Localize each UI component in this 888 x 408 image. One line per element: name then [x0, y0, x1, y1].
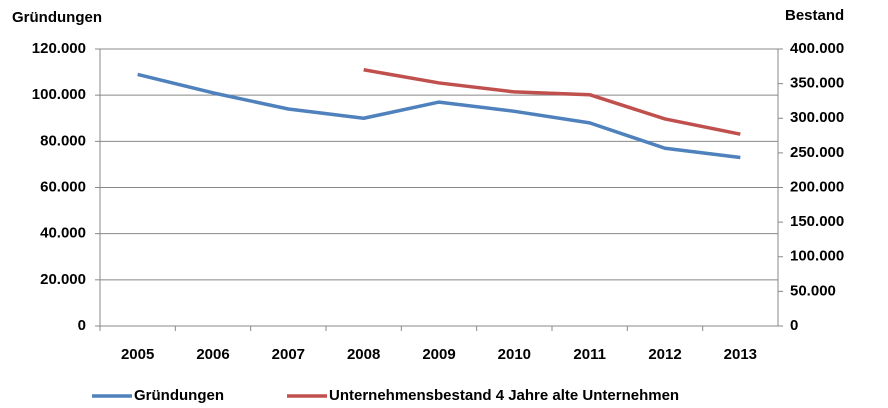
legend-label: Gründungen: [134, 387, 224, 404]
y2-tick-label: 0: [790, 317, 798, 334]
x-tick-label: 2008: [347, 346, 380, 363]
series-line: [363, 68, 741, 136]
y-tick-label: 20.000: [40, 271, 86, 288]
x-tick-label: 2009: [422, 346, 455, 363]
y2-tick-label: 200.000: [790, 178, 844, 195]
legend-label: Unternehmensbestand 4 Jahre alte Unterne…: [329, 387, 679, 404]
y2-tick-label: 100.000: [790, 248, 844, 265]
y-axis-title: Gründungen: [12, 9, 102, 26]
x-tick-label: 2011: [573, 346, 606, 363]
x-tick-label: 2013: [724, 346, 757, 363]
y2-tick-label: 350.000: [790, 75, 844, 92]
y-tick-label: 60.000: [40, 178, 86, 195]
y2-tick-label: 300.000: [790, 109, 844, 126]
y2-axis-title: Bestand: [785, 7, 844, 24]
series-line: [137, 72, 741, 160]
x-tick-label: 2010: [498, 346, 531, 363]
x-tick-label: 2005: [121, 346, 154, 363]
x-tick-label: 2006: [196, 346, 229, 363]
y2-tick-label: 50.000: [790, 282, 836, 299]
y-tick-label: 0: [78, 317, 86, 334]
y-tick-label: 100.000: [32, 86, 86, 103]
y2-tick-label: 250.000: [790, 144, 844, 161]
y-tick-label: 40.000: [40, 225, 86, 242]
y-tick-label: 80.000: [40, 132, 86, 149]
y-tick-label: 120.000: [32, 40, 86, 57]
x-tick-label: 2012: [648, 346, 681, 363]
x-tick-label: 2007: [272, 346, 305, 363]
y2-tick-label: 150.000: [790, 213, 844, 230]
y2-tick-label: 400.000: [790, 40, 844, 57]
